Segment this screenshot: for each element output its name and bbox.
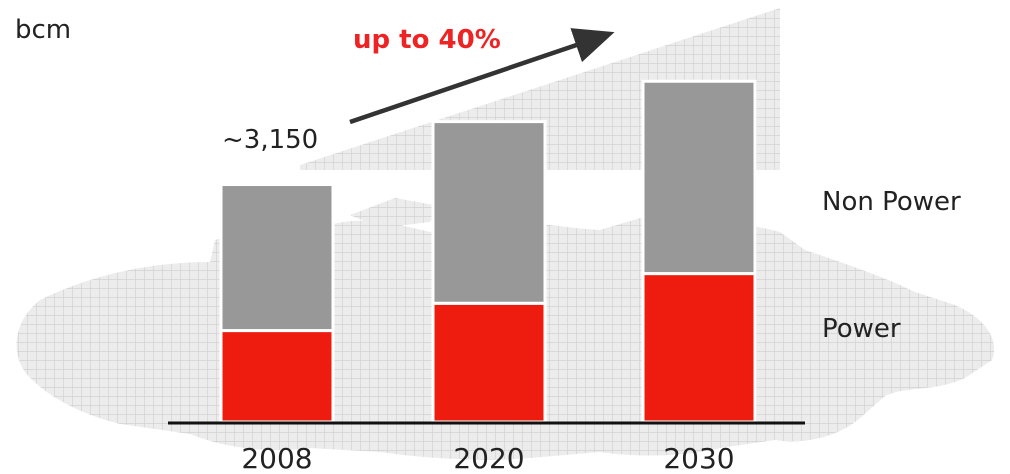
growth-arrow [349, 28, 615, 125]
bar-power-2008 [219, 329, 335, 424]
x-tick-labels: 2008 2020 2030 [241, 442, 734, 474]
bar-non-power-2020 [431, 120, 547, 305]
unit-label: bcm [15, 15, 71, 45]
bar-non-power-2030 [641, 79, 757, 276]
x-tick-label-2030: 2030 [663, 442, 734, 474]
bar-power-2020 [431, 301, 547, 424]
bar-non-power-2008 [219, 183, 335, 333]
baseline-value-label: ~3,150 [222, 125, 318, 155]
bars-group [219, 79, 757, 424]
x-tick-label-2020: 2020 [453, 442, 524, 474]
legend-item-non-power: Non Power [822, 187, 961, 217]
x-tick-label-2008: 2008 [241, 442, 312, 474]
legend-item-power: Power [822, 314, 901, 344]
bar-power-2030 [641, 272, 757, 424]
northern-islands [350, 198, 440, 228]
growth-label: up to 40% [353, 25, 501, 55]
